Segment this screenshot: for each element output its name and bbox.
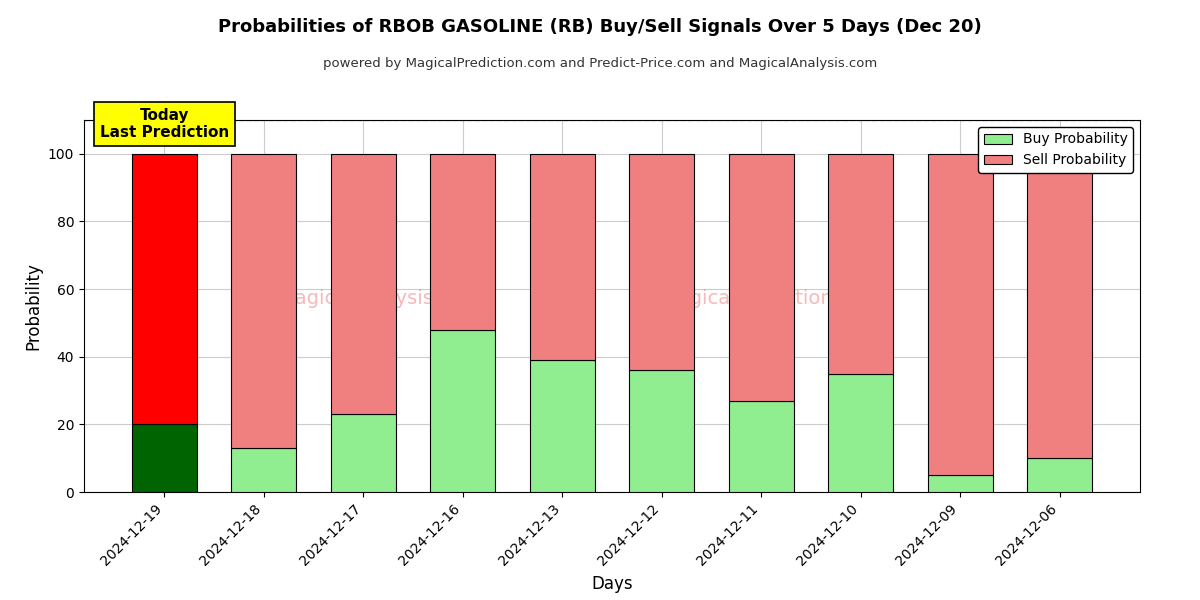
- X-axis label: Days: Days: [592, 575, 632, 593]
- Bar: [331, 414, 396, 492]
- Text: Probabilities of RBOB GASOLINE (RB) Buy/Sell Signals Over 5 Days (Dec 20): Probabilities of RBOB GASOLINE (RB) Buy/…: [218, 18, 982, 36]
- Bar: [1027, 458, 1092, 492]
- Bar: [530, 360, 594, 492]
- Bar: [728, 154, 793, 401]
- Bar: [828, 374, 893, 492]
- Bar: [132, 154, 197, 424]
- Bar: [232, 154, 296, 448]
- Bar: [630, 370, 694, 492]
- Bar: [431, 154, 496, 329]
- Bar: [1027, 154, 1092, 458]
- Text: Today
Last Prediction: Today Last Prediction: [100, 108, 229, 140]
- Bar: [928, 154, 992, 475]
- Bar: [530, 154, 594, 360]
- Y-axis label: Probability: Probability: [24, 262, 42, 350]
- Text: MagicalPrediction.com: MagicalPrediction.com: [661, 289, 880, 308]
- Bar: [630, 154, 694, 370]
- Text: powered by MagicalPrediction.com and Predict-Price.com and MagicalAnalysis.com: powered by MagicalPrediction.com and Pre…: [323, 57, 877, 70]
- Bar: [928, 475, 992, 492]
- Bar: [828, 154, 893, 374]
- Bar: [331, 154, 396, 414]
- Bar: [132, 424, 197, 492]
- Bar: [232, 448, 296, 492]
- Legend: Buy Probability, Sell Probability: Buy Probability, Sell Probability: [978, 127, 1133, 173]
- Text: MagicalAnalysis.com: MagicalAnalysis.com: [278, 289, 481, 308]
- Bar: [728, 401, 793, 492]
- Bar: [431, 329, 496, 492]
